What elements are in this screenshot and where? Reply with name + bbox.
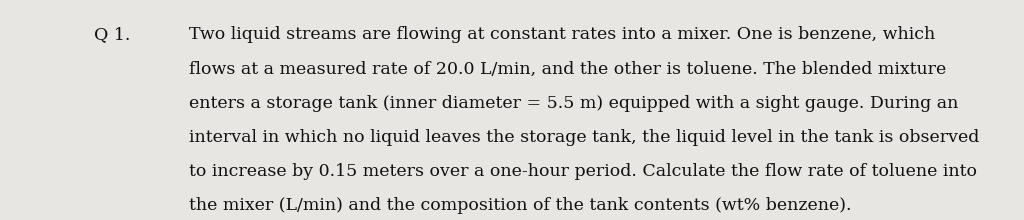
Text: enters a storage tank (inner diameter = 5.5 m) equipped with a sight gauge. Duri: enters a storage tank (inner diameter = … xyxy=(189,95,958,112)
Text: Two liquid streams are flowing at constant rates into a mixer. One is benzene, w: Two liquid streams are flowing at consta… xyxy=(189,26,936,43)
Text: interval in which no liquid leaves the storage tank, the liquid level in the tan: interval in which no liquid leaves the s… xyxy=(189,129,980,146)
Text: flows at a measured rate of 20.0 L/min, and the other is toluene. The blended mi: flows at a measured rate of 20.0 L/min, … xyxy=(189,61,947,77)
Text: to increase by 0.15 meters over a one-hour period. Calculate the flow rate of to: to increase by 0.15 meters over a one-ho… xyxy=(189,163,978,180)
Text: Q 1.: Q 1. xyxy=(94,26,131,43)
Text: the mixer (L/min) and the composition of the tank contents (wt% benzene).: the mixer (L/min) and the composition of… xyxy=(189,197,852,214)
